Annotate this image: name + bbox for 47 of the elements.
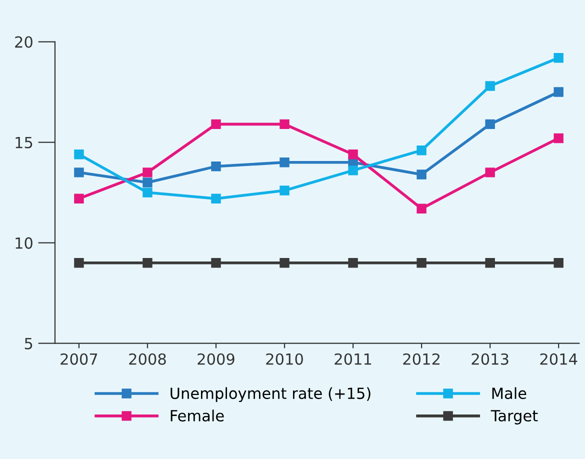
point [554,133,564,144]
point [485,119,495,130]
point [348,149,358,160]
y-tick-label: 15 [16,136,32,148]
x-tick-label: 2014 [540,353,578,365]
point [554,52,564,63]
legend-label: Female [170,410,224,422]
point [142,258,152,268]
point [280,158,290,168]
x-tick-label: 2011 [334,353,372,365]
point [74,168,84,178]
x-tick-label: 2009 [198,353,234,365]
point [416,204,426,214]
point [142,178,152,188]
point [211,194,221,204]
x-tick-label: 2007 [60,353,98,365]
point [348,258,358,268]
x-tick-label: 2013 [472,353,508,365]
point [211,119,221,130]
point [554,258,564,268]
point [142,188,152,198]
legend-label: Target [490,410,538,424]
point [142,168,152,178]
point [280,258,290,268]
point [485,258,495,268]
point [485,81,495,91]
point [211,258,221,268]
point [74,258,84,268]
point [416,170,426,180]
point [74,149,84,160]
y-tick-label: 5 [24,338,32,350]
point [211,162,221,172]
y-tick-label: 10 [16,237,32,249]
point [280,186,290,196]
point [485,168,495,178]
point [554,87,564,97]
x-tick-label: 2008 [129,353,166,365]
x-tick-label: 2012 [403,353,440,365]
legend-label: Unemployment rate (+15) [170,387,370,402]
point [280,119,290,130]
x-tick-label: 2010 [266,353,303,365]
point [416,145,426,156]
point [416,258,426,268]
legend-label: Male [492,387,526,400]
point [348,166,358,176]
point [74,194,84,204]
y-tick-label: 20 [15,36,32,48]
